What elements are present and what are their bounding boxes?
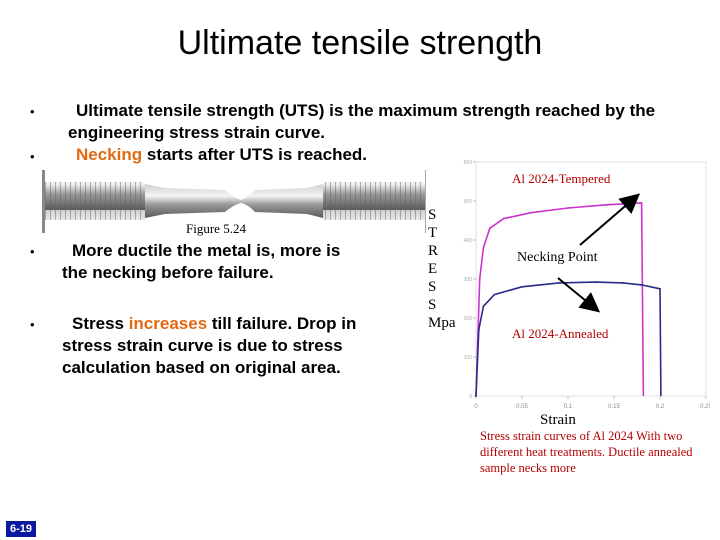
bullet-uts-definition: Ultimate tensile strength (UTS) is the m… bbox=[68, 100, 668, 144]
figure-caption: Figure 5.24 bbox=[186, 221, 246, 236]
arrow-to-annealed-peak bbox=[557, 277, 601, 313]
bullet-necking: Necking starts after UTS is reached. bbox=[76, 144, 436, 166]
point-tempered bbox=[603, 204, 606, 206]
x-tick-label: 0.05 bbox=[516, 404, 528, 410]
bullet-ductility: More ductile the metal is, more is the n… bbox=[62, 240, 362, 284]
point-tempered bbox=[567, 207, 569, 209]
y-axis-label: S T R E S S Mpa bbox=[428, 207, 456, 331]
series-label-annealed: Al 2024-Annealed bbox=[512, 326, 609, 341]
point-annealed bbox=[477, 328, 480, 331]
increases-highlight: increases bbox=[128, 314, 208, 333]
y-tick-label: 600 bbox=[464, 160, 473, 166]
y-tick-label: 400 bbox=[464, 238, 473, 244]
point-tempered bbox=[488, 227, 491, 230]
point-tempered bbox=[640, 202, 643, 204]
bullet-marker: • bbox=[30, 317, 35, 332]
point-tempered bbox=[502, 217, 505, 220]
x-tick-label: 0.25 bbox=[700, 404, 710, 410]
arrow-to-tempered-peak bbox=[579, 193, 641, 246]
chart-svg: 0 0.05 0.1 0.15 0.2 0.25 600 500 400 300 200 100 0 bbox=[464, 160, 713, 410]
point-annealed bbox=[640, 283, 643, 286]
point-annealed bbox=[594, 281, 597, 284]
slide-title: Ultimate tensile strength bbox=[177, 24, 543, 62]
bullet-text: More ductile the metal is, more is the n… bbox=[62, 241, 341, 282]
point-annealed bbox=[493, 293, 496, 296]
plot-area bbox=[475, 161, 707, 397]
y-tick-label: 300 bbox=[464, 277, 473, 283]
bullet-text: till failure. Drop in stress strain curv… bbox=[62, 314, 357, 377]
point-annealed bbox=[521, 285, 523, 288]
necking-point-label: Necking Point bbox=[517, 250, 598, 265]
x-tick-label: 0.15 bbox=[608, 404, 620, 410]
point-tempered bbox=[478, 278, 481, 280]
x-axis-label: Strain bbox=[540, 412, 576, 428]
point-annealed bbox=[659, 287, 661, 290]
x-tick-label: 0.2 bbox=[656, 404, 665, 410]
x-tick-label: 0.1 bbox=[564, 404, 573, 410]
bullet-text: starts after UTS is reached. bbox=[142, 145, 368, 164]
necked-specimen-photo bbox=[42, 170, 426, 233]
stress-strain-chart: 0 0.05 0.1 0.15 0.2 0.25 600 500 400 300 200 100 0 bbox=[456, 152, 713, 412]
point-annealed bbox=[475, 395, 477, 397]
chart-caption: Stress strain curves of Al 2024 With two… bbox=[480, 429, 693, 475]
x-tick-label: 0 bbox=[474, 404, 478, 410]
slide-number: 6-19 bbox=[6, 521, 36, 537]
series-label-tempered: Al 2024-Tempered bbox=[512, 171, 611, 186]
y-tick-label: 500 bbox=[464, 199, 473, 205]
necking-highlight: Necking bbox=[76, 145, 143, 164]
y-tick-label: 200 bbox=[464, 316, 473, 322]
point-tempered bbox=[482, 246, 485, 249]
bullet-text: Ultimate tensile strength (UTS) is the m… bbox=[68, 101, 656, 142]
y-tick-label: 0 bbox=[469, 394, 472, 400]
y-tick-label: 100 bbox=[464, 355, 473, 361]
bullet-marker: • bbox=[30, 149, 35, 164]
point-annealed bbox=[482, 305, 485, 308]
bullet-stress-drop: Stress increases till failure. Drop in s… bbox=[62, 313, 392, 379]
bullet-text-prefix: Stress bbox=[72, 314, 129, 333]
bullet-marker: • bbox=[30, 244, 35, 259]
point-tempered bbox=[530, 211, 533, 214]
point-annealed bbox=[557, 282, 560, 284]
bullet-marker: • bbox=[30, 104, 35, 119]
point-annealed bbox=[622, 282, 625, 284]
